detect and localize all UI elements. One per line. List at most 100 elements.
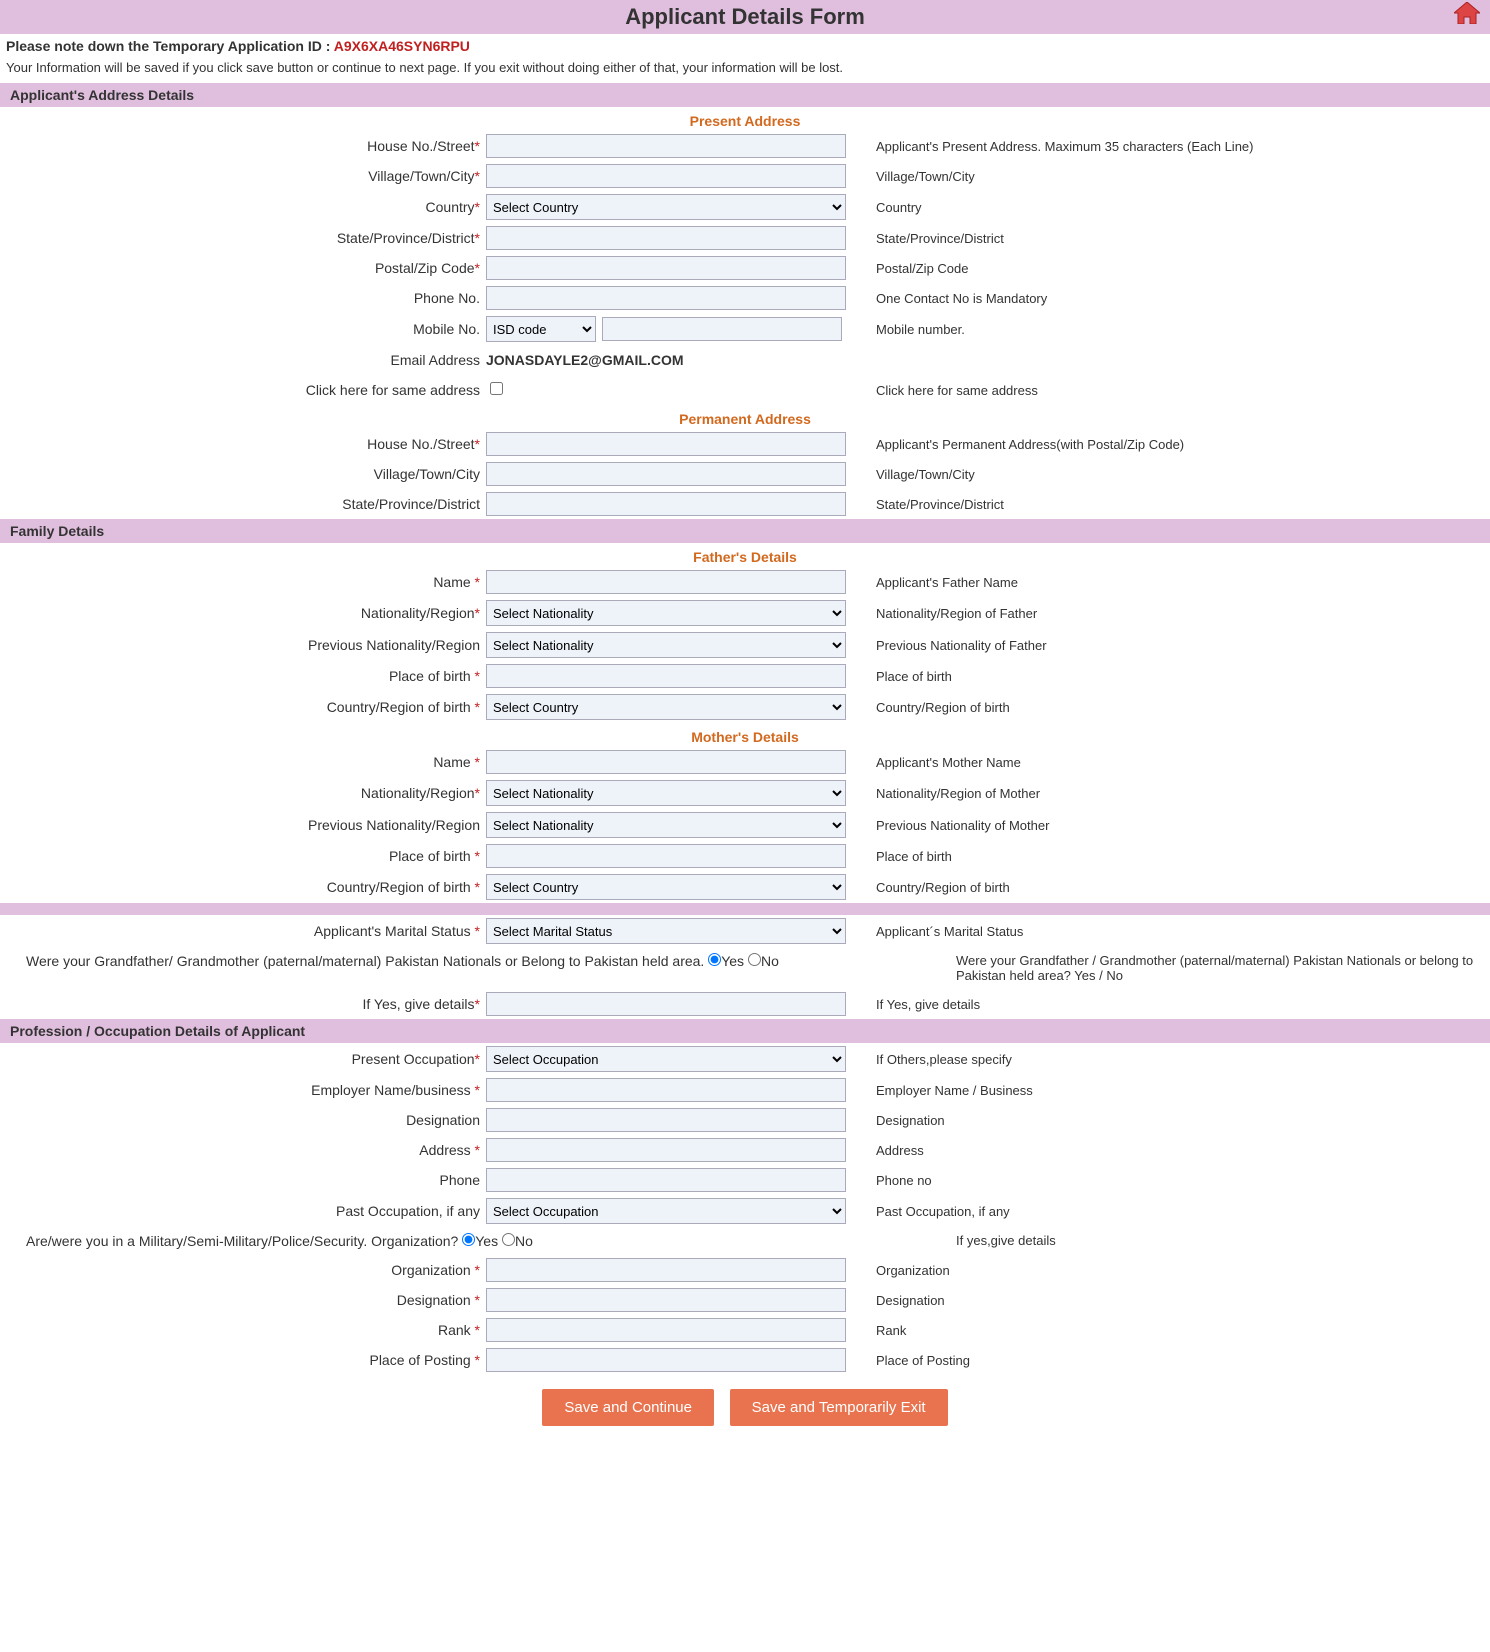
label-yes: Yes: [721, 953, 744, 969]
label-phone2: Phone: [440, 1172, 480, 1188]
label-father-prev: Previous Nationality/Region: [308, 637, 480, 653]
label-father-cob: Country/Region of birth: [327, 699, 475, 715]
label-email: Email Address: [391, 352, 480, 368]
military-no-radio[interactable]: [502, 1233, 515, 1246]
hint-marital: Applicant´s Marital Status: [856, 924, 1484, 939]
father-name-input[interactable]: [486, 570, 846, 594]
save-info-text: Your Information will be saved if you cl…: [0, 58, 1490, 83]
label-mother-prev: Previous Nationality/Region: [308, 817, 480, 833]
isd-code-select[interactable]: ISD code: [486, 316, 596, 342]
label-perm-state: State/Province/District: [342, 496, 480, 512]
hint-grandparent: Were your Grandfather / Grandmother (pat…: [946, 947, 1484, 989]
save-exit-button[interactable]: Save and Temporarily Exit: [730, 1389, 948, 1426]
father-prev-nationality-select[interactable]: Select Nationality: [486, 632, 846, 658]
organization-input[interactable]: [486, 1258, 846, 1282]
present-occupation-select[interactable]: Select Occupation: [486, 1046, 846, 1072]
hint-occupation: If Others,please specify: [856, 1052, 1484, 1067]
label-mother-name: Name: [433, 754, 474, 770]
label-posting: Place of Posting: [369, 1352, 474, 1368]
father-cob-select[interactable]: Select Country: [486, 694, 846, 720]
permanent-house-input[interactable]: [486, 432, 846, 456]
label-no: No: [761, 953, 779, 969]
label-country: Country: [426, 199, 475, 215]
hint-father-name: Applicant's Father Name: [856, 575, 1484, 590]
mobile-number-input[interactable]: [602, 317, 842, 341]
hint-past-occ: Past Occupation, if any: [856, 1204, 1484, 1219]
grandparent-details-input[interactable]: [486, 992, 846, 1016]
label-if-yes: If Yes, give details: [362, 996, 474, 1012]
label-employer: Employer Name/business: [311, 1082, 474, 1098]
hint-rank: Rank: [856, 1323, 1484, 1338]
military-yes-radio[interactable]: [462, 1233, 475, 1246]
present-postal-input[interactable]: [486, 256, 846, 280]
mother-nationality-select[interactable]: Select Nationality: [486, 780, 846, 806]
hint-postal: Postal/Zip Code: [856, 261, 1484, 276]
hint-perm-village: Village/Town/City: [856, 467, 1484, 482]
present-village-input[interactable]: [486, 164, 846, 188]
hint-father-prev: Previous Nationality of Father: [856, 638, 1484, 653]
label-mobile: Mobile No.: [413, 321, 480, 337]
employer-phone-input[interactable]: [486, 1168, 846, 1192]
subsection-mother: Mother's Details: [6, 723, 1484, 747]
hint-posting: Place of Posting: [856, 1353, 1484, 1368]
hint-same-address: Click here for same address: [856, 383, 1484, 398]
hint-mother-prev: Previous Nationality of Mother: [856, 818, 1484, 833]
subsection-father: Father's Details: [6, 543, 1484, 567]
past-occupation-select[interactable]: Select Occupation: [486, 1198, 846, 1224]
subsection-present-address: Present Address: [6, 107, 1484, 131]
present-phone-input[interactable]: [486, 286, 846, 310]
present-country-select[interactable]: Select Country: [486, 194, 846, 220]
permanent-state-input[interactable]: [486, 492, 846, 516]
label-state: State/Province/District: [337, 230, 475, 246]
label-village: Village/Town/City: [368, 168, 474, 184]
label-yes2: Yes: [475, 1233, 498, 1249]
hint-organization: Organization: [856, 1263, 1484, 1278]
application-id: A9X6XA46SYN6RPU: [334, 38, 470, 54]
home-icon[interactable]: [1454, 2, 1480, 27]
hint-designation: Designation: [856, 1113, 1484, 1128]
mother-prev-nationality-select[interactable]: Select Nationality: [486, 812, 846, 838]
label-father-pob: Place of birth: [389, 668, 475, 684]
label-no2: No: [515, 1233, 533, 1249]
hint-mother-cob: Country/Region of birth: [856, 880, 1484, 895]
label-organization: Organization: [391, 1262, 474, 1278]
present-house-input[interactable]: [486, 134, 846, 158]
hint-father-nat: Nationality/Region of Father: [856, 606, 1484, 621]
grandparent-yes-radio[interactable]: [708, 953, 721, 966]
label-mother-pob: Place of birth: [389, 848, 475, 864]
section-address-details: Applicant's Address Details: [0, 83, 1490, 107]
section-profession: Profession / Occupation Details of Appli…: [0, 1019, 1490, 1043]
subsection-permanent-address: Permanent Address: [6, 405, 1484, 429]
grandparent-no-radio[interactable]: [748, 953, 761, 966]
hint-military: If yes,give details: [946, 1227, 1484, 1255]
hint-father-cob: Country/Region of birth: [856, 700, 1484, 715]
label-rank: Rank: [438, 1322, 475, 1338]
father-nationality-select[interactable]: Select Nationality: [486, 600, 846, 626]
military-designation-input[interactable]: [486, 1288, 846, 1312]
label-mother-cob: Country/Region of birth: [327, 879, 475, 895]
notice-prefix: Please note down the Temporary Applicati…: [6, 38, 334, 54]
hint-mother-pob: Place of birth: [856, 849, 1484, 864]
marital-status-select[interactable]: Select Marital Status: [486, 918, 846, 944]
label-designation2: Designation: [397, 1292, 475, 1308]
save-continue-button[interactable]: Save and Continue: [542, 1389, 714, 1426]
father-pob-input[interactable]: [486, 664, 846, 688]
employer-input[interactable]: [486, 1078, 846, 1102]
label-father-name: Name: [433, 574, 474, 590]
mother-cob-select[interactable]: Select Country: [486, 874, 846, 900]
permanent-village-input[interactable]: [486, 462, 846, 486]
present-state-input[interactable]: [486, 226, 846, 250]
hint-father-pob: Place of birth: [856, 669, 1484, 684]
hint-mobile: Mobile number.: [856, 322, 1484, 337]
designation-input[interactable]: [486, 1108, 846, 1132]
same-address-checkbox[interactable]: [490, 382, 503, 395]
spacer: [0, 903, 1490, 915]
employer-address-input[interactable]: [486, 1138, 846, 1162]
posting-input[interactable]: [486, 1348, 846, 1372]
rank-input[interactable]: [486, 1318, 846, 1342]
mother-pob-input[interactable]: [486, 844, 846, 868]
label-perm-village: Village/Town/City: [374, 466, 480, 482]
hint-if-yes: If Yes, give details: [856, 997, 1484, 1012]
section-family-details: Family Details: [0, 519, 1490, 543]
mother-name-input[interactable]: [486, 750, 846, 774]
